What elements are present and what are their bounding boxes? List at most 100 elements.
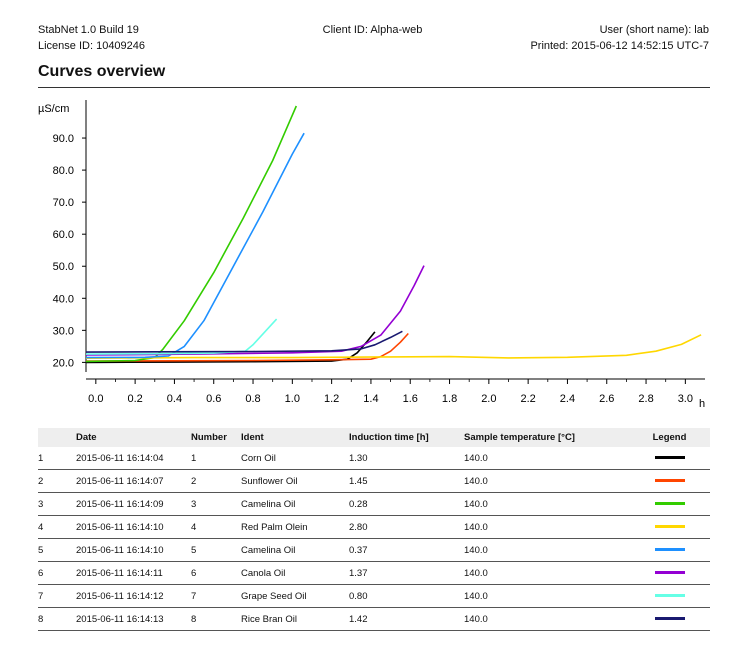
row-ident: Canola Oil xyxy=(241,561,349,585)
col-temperature-header: Sample temperature [°C] xyxy=(464,428,629,447)
row-legend xyxy=(629,607,710,631)
col-number-header: Number xyxy=(191,428,241,447)
x-tick-label: 2.2 xyxy=(520,393,535,405)
row-number: 4 xyxy=(191,515,241,539)
legend-swatch xyxy=(654,594,685,598)
legend-swatch xyxy=(654,456,685,460)
y-tick-label: 50.0 xyxy=(53,261,74,273)
row-ident: Corn Oil xyxy=(241,447,349,470)
row-index: 6 xyxy=(38,561,76,585)
y-tick-label: 40.0 xyxy=(53,293,74,305)
page-title: Curves overview xyxy=(38,63,166,80)
table-row: 6 2015-06-11 16:14:11 6 Canola Oil 1.37 140.0 xyxy=(38,561,710,585)
legend-swatch xyxy=(654,548,685,552)
table-row: 7 2015-06-11 16:14:12 7 Grape Seed Oil 0.80 1… xyxy=(38,584,710,608)
table-row: 3 2015-06-11 16:14:09 3 Camelina Oil 0.28 140… xyxy=(38,492,710,516)
x-tick-label: 1.6 xyxy=(403,393,418,405)
row-legend xyxy=(629,492,710,516)
row-sample-temperature: 140.0 xyxy=(464,584,629,608)
header-left: StabNet 1.0 Build 19 License ID: 1040924… xyxy=(38,22,145,54)
row-sample-temperature: 140.0 xyxy=(464,515,629,539)
row-index: 8 xyxy=(38,607,76,631)
series-line-2 xyxy=(85,332,409,362)
row-legend xyxy=(629,515,710,539)
row-number: 7 xyxy=(191,584,241,608)
y-tick-label: 80.0 xyxy=(53,165,74,177)
legend-swatch xyxy=(654,502,685,506)
x-axis-label: h xyxy=(699,398,705,410)
row-sample-temperature: 140.0 xyxy=(464,492,629,516)
row-sample-temperature: 140.0 xyxy=(464,607,629,631)
license-id: License ID: 10409246 xyxy=(38,40,146,52)
row-sample-temperature: 140.0 xyxy=(464,469,629,493)
table-header-row: Date Number Ident Induction time [h] Sam… xyxy=(38,428,710,447)
x-tick-label: 0.0 xyxy=(88,393,103,405)
row-date: 2015-06-11 16:14:04 xyxy=(76,447,191,470)
title-divider xyxy=(38,87,710,88)
row-ident: Camelina Oil xyxy=(241,538,349,562)
row-induction-time: 1.30 xyxy=(349,447,464,470)
row-legend xyxy=(629,447,710,470)
col-ident-header: Ident xyxy=(241,428,349,447)
col-legend-header: Legend xyxy=(629,428,710,447)
row-legend xyxy=(629,584,710,608)
row-ident: Red Palm Olein xyxy=(241,515,349,539)
row-sample-temperature: 140.0 xyxy=(464,561,629,585)
row-legend xyxy=(629,561,710,585)
y-tick-label: 30.0 xyxy=(53,325,74,337)
row-date: 2015-06-11 16:14:13 xyxy=(76,607,191,631)
row-induction-time: 1.37 xyxy=(349,561,464,585)
row-date: 2015-06-11 16:14:10 xyxy=(76,515,191,539)
row-sample-temperature: 140.0 xyxy=(464,447,629,470)
col-induction-header: Induction time [h] xyxy=(349,428,464,447)
row-ident: Grape Seed Oil xyxy=(241,584,349,608)
app-version: StabNet 1.0 Build 19 xyxy=(38,24,139,36)
row-index: 7 xyxy=(38,584,76,608)
row-induction-time: 2.80 xyxy=(349,515,464,539)
row-index: 1 xyxy=(38,447,76,470)
legend-swatch xyxy=(654,571,685,575)
x-tick-label: 0.6 xyxy=(206,393,221,405)
x-tick-label: 2.4 xyxy=(560,393,575,405)
header-right: User (short name): lab Printed: 2015-06-… xyxy=(530,22,709,54)
table-body: 1 2015-06-11 16:14:04 1 Corn Oil 1.30 140.0 2 2… xyxy=(38,447,710,631)
x-tick-label: 0.2 xyxy=(127,393,142,405)
row-date: 2015-06-11 16:14:07 xyxy=(76,469,191,493)
series-line-6 xyxy=(85,265,425,356)
series-line-3 xyxy=(85,105,298,363)
row-date: 2015-06-11 16:14:09 xyxy=(76,492,191,516)
row-date: 2015-06-11 16:14:10 xyxy=(76,538,191,562)
x-tick-label: 1.8 xyxy=(442,393,457,405)
printed-timestamp: Printed: 2015-06-12 14:52:15 UTC-7 xyxy=(530,40,709,52)
series-line-8 xyxy=(85,330,403,353)
y-tick-label: 60.0 xyxy=(53,229,74,241)
row-induction-time: 0.28 xyxy=(349,492,464,516)
chart-axes xyxy=(82,100,705,384)
row-number: 2 xyxy=(191,469,241,493)
table-row: 2 2015-06-11 16:14:07 2 Sunflower Oil 1.45 14… xyxy=(38,469,710,493)
table-row: 4 2015-06-11 16:14:10 4 Red Palm Olein 2.80 1… xyxy=(38,515,710,539)
row-number: 1 xyxy=(191,447,241,470)
row-sample-temperature: 140.0 xyxy=(464,538,629,562)
row-date: 2015-06-11 16:14:11 xyxy=(76,561,191,585)
table-row: 5 2015-06-11 16:14:10 5 Camelina Oil 0.37 140… xyxy=(38,538,710,562)
y-axis-label: µS/cm xyxy=(38,103,69,115)
row-index: 3 xyxy=(38,492,76,516)
row-number: 3 xyxy=(191,492,241,516)
line-chart: 20.0 30.0 40.0 50.0 60.0 70.0 80.0 90.0 µS/cm 0.0… xyxy=(38,100,705,410)
x-tick-label: 0.4 xyxy=(167,393,182,405)
legend-swatch xyxy=(654,525,685,529)
series-line-5 xyxy=(85,132,305,359)
table-row: 1 2015-06-11 16:14:04 1 Corn Oil 1.30 140.0 xyxy=(38,447,710,470)
row-induction-time: 1.45 xyxy=(349,469,464,493)
x-tick-label: 2.0 xyxy=(481,393,496,405)
col-index-header xyxy=(38,428,76,447)
row-index: 4 xyxy=(38,515,76,539)
x-tick-label: 1.0 xyxy=(285,393,300,405)
row-legend xyxy=(629,469,710,493)
row-number: 5 xyxy=(191,538,241,562)
chart-labels: 20.0 30.0 40.0 50.0 60.0 70.0 80.0 90.0 µS/cm 0.0… xyxy=(38,103,705,410)
x-tick-label: 2.8 xyxy=(638,393,653,405)
row-number: 6 xyxy=(191,561,241,585)
y-tick-label: 70.0 xyxy=(53,197,74,209)
